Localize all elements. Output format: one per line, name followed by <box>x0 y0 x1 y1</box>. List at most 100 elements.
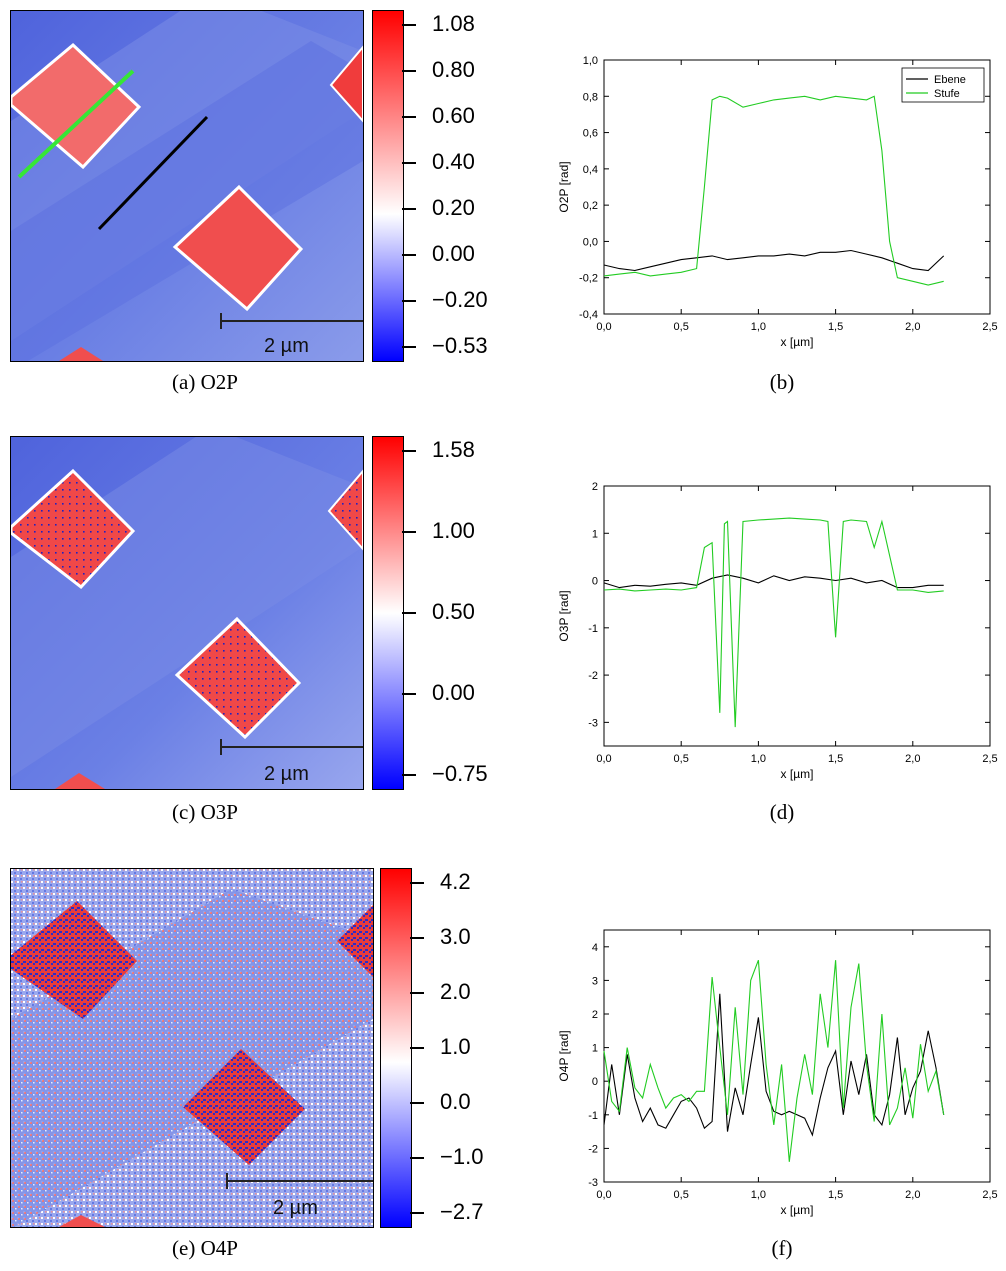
colorbar-label: −0.75 <box>432 761 488 786</box>
legend-box <box>901 67 985 103</box>
plot-frame <box>603 485 991 747</box>
y-tick-label: -0,4 <box>579 309 598 321</box>
caption-f: (f) <box>771 1236 793 1260</box>
colorbar-tick <box>410 1157 424 1159</box>
colorbar-tick <box>410 992 424 994</box>
x-tick-label: 1,5 <box>828 1189 843 1201</box>
x-tick-label: 0,0 <box>596 321 611 333</box>
y-tick-label: 0 <box>592 576 598 588</box>
x-tick-label: 2,5 <box>982 1189 997 1201</box>
colorbar-label: 0.50 <box>432 599 475 624</box>
colorbar-tick <box>402 300 416 302</box>
colorbar-tick <box>402 531 416 533</box>
plot-f: 0,0 0,5 1,0 1,5 2,0 2,5 -3 -2 -1 0 1 2 3 4 x [µm] O4P [… <box>540 918 1006 1228</box>
y-tick-label: 2 <box>592 481 598 493</box>
plot-b-svg: 0,0 0,5 1,0 1,5 2,0 2,5 -0,4 -0,2 0,0 0,2 0,4 0,6 0,… <box>557 55 998 349</box>
x-axis-label: x [µm] <box>781 335 814 349</box>
caption-c: (c) O3P <box>172 800 238 824</box>
series-line-stufe <box>603 517 944 728</box>
x-tick-label: 2,5 <box>982 321 997 333</box>
colorbar-label: −0.20 <box>432 287 488 312</box>
x-tick-label: 1,0 <box>751 321 766 333</box>
colorbar-tick <box>402 24 416 26</box>
colorbar-tick <box>410 1212 424 1214</box>
x-tick-label: 0,5 <box>674 1189 689 1201</box>
colorbar-label: 0.80 <box>432 57 475 82</box>
caption-e: (e) O4P <box>172 1236 238 1260</box>
o2p-map-image <box>11 11 363 361</box>
colorbar-label: 0.40 <box>432 149 475 174</box>
x-tick-label: 1,0 <box>751 753 766 765</box>
legend-entry: Stufe <box>934 88 960 100</box>
series-line-ebene <box>603 993 945 1137</box>
scale-bar-label: 2 µm <box>264 335 309 357</box>
colorbar-tick <box>410 1047 424 1049</box>
colorbar-tick <box>410 937 424 939</box>
y-tick-label: -3 <box>588 1177 598 1189</box>
colorbar-tick <box>402 693 416 695</box>
y-tick-label: 0,8 <box>583 91 598 103</box>
y-tick-label: 0,6 <box>583 128 598 140</box>
o3p-map: 2 µm <box>10 436 364 790</box>
series-line-stufe <box>603 95 944 286</box>
colorbar-tick <box>402 70 416 72</box>
x-tick-label: 2,0 <box>905 1189 920 1201</box>
series-line-ebene <box>603 574 944 589</box>
o3p-colorbar <box>372 436 404 790</box>
colorbar-label: 2.0 <box>440 979 471 1004</box>
x-axis-label: x [µm] <box>781 1203 814 1217</box>
x-tick-label: 1,0 <box>751 1189 766 1201</box>
colorbar-label: 1.00 <box>432 518 475 543</box>
plot-d-svg: 0,0 0,5 1,0 1,5 2,0 2,5 -3 -2 -1 0 1 2 x [µm] O3P [ra… <box>557 481 998 781</box>
o4p-map-image <box>11 869 373 1227</box>
colorbar-tick <box>402 346 416 348</box>
y-axis-label: O2P [rad] <box>557 161 571 212</box>
x-tick-label: 0,0 <box>596 753 611 765</box>
x-tick-label: 1,5 <box>828 321 843 333</box>
y-tick-label: 3 <box>592 975 598 987</box>
colorbar-tick <box>410 1102 424 1104</box>
series-line-ebene <box>603 249 945 272</box>
y-tick-label: -1 <box>588 1110 598 1122</box>
o4p-colorbar <box>380 868 412 1228</box>
colorbar-label: 0.60 <box>432 103 475 128</box>
colorbar-label: 1.58 <box>432 437 475 462</box>
x-tick-label: 2,0 <box>905 321 920 333</box>
scale-bar-label: 2 µm <box>273 1197 318 1219</box>
y-tick-label: -0,2 <box>579 273 598 285</box>
colorbar-tick <box>402 162 416 164</box>
y-tick-label: 1,0 <box>583 55 598 67</box>
colorbar-label: 0.20 <box>432 195 475 220</box>
x-tick-label: 2,0 <box>905 753 920 765</box>
colorbar-tick <box>402 612 416 614</box>
y-tick-label: -2 <box>588 670 598 682</box>
legend-entry: Ebene <box>934 74 966 86</box>
colorbar-label: 1.08 <box>432 11 475 36</box>
y-tick-label: -2 <box>588 1143 598 1155</box>
caption-d: (d) <box>769 800 795 824</box>
plot-f-svg: 0,0 0,5 1,0 1,5 2,0 2,5 -3 -2 -1 0 1 2 3 4 x [µm] O4P [… <box>557 929 998 1217</box>
x-tick-label: 1,5 <box>828 753 843 765</box>
y-axis-label: O4P [rad] <box>557 1030 571 1081</box>
y-tick-label: 1 <box>592 528 598 540</box>
caption-a: (a) O2P <box>172 370 238 394</box>
y-tick-label: 0,4 <box>583 164 598 176</box>
o4p-map: 2 µm <box>10 868 374 1228</box>
colorbar-label: −2.7 <box>440 1199 484 1224</box>
y-tick-label: -1 <box>588 623 598 635</box>
y-tick-label: 4 <box>592 942 598 954</box>
y-tick-label: -3 <box>588 717 598 729</box>
colorbar-label: −0.53 <box>432 333 488 358</box>
plot-frame <box>603 59 991 315</box>
colorbar-tick <box>402 116 416 118</box>
colorbar-tick <box>402 774 416 776</box>
colorbar-tick <box>410 882 424 884</box>
plot-b: 0,0 0,5 1,0 1,5 2,0 2,5 -0,4 -0,2 0,0 0,2 0,4 0,6 0,… <box>540 40 1006 370</box>
colorbar-label: 0.00 <box>432 241 475 266</box>
y-tick-label: 0,2 <box>583 200 598 212</box>
colorbar-tick <box>402 254 416 256</box>
scale-bar-label: 2 µm <box>264 763 309 785</box>
x-tick-label: 2,5 <box>982 753 997 765</box>
y-tick-label: 0 <box>592 1076 598 1088</box>
colorbar-label: 1.0 <box>440 1034 471 1059</box>
